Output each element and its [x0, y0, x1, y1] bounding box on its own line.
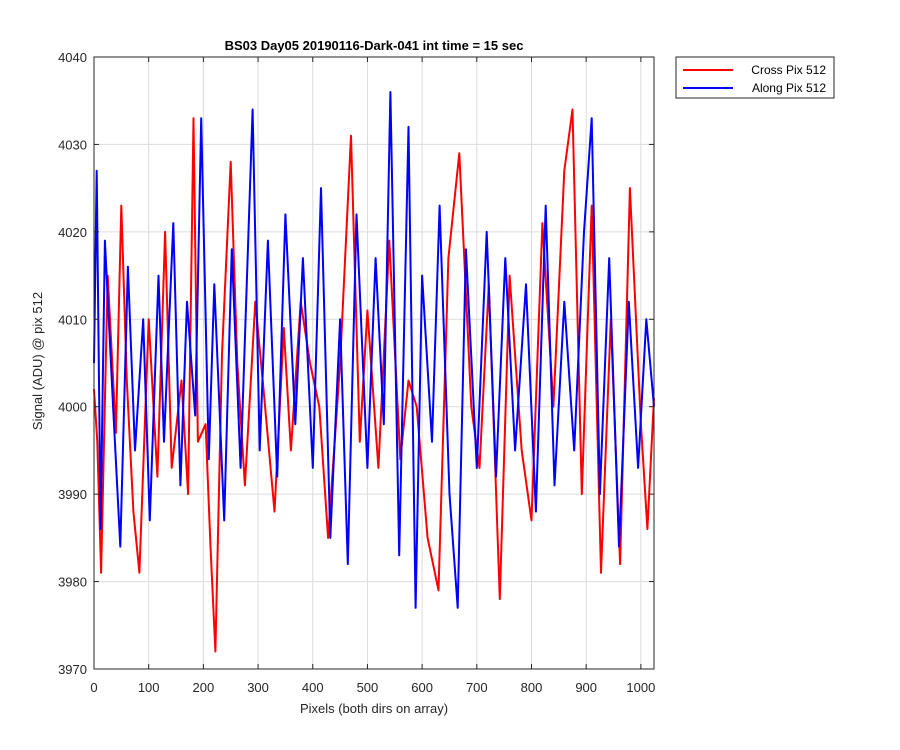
y-tick-label: 4000: [58, 400, 87, 415]
y-tick-label: 4020: [58, 225, 87, 240]
x-tick-label: 700: [466, 680, 488, 695]
x-tick-label: 900: [575, 680, 597, 695]
x-tick-label: 100: [138, 680, 160, 695]
y-tick-label: 4010: [58, 312, 87, 327]
legend: Cross Pix 512 Along Pix 512: [675, 56, 835, 99]
y-tick-label: 3970: [58, 662, 87, 677]
y-tick-label: 4030: [58, 137, 87, 152]
legend-box: [675, 56, 835, 99]
y-tick-label: 3990: [58, 487, 87, 502]
y-tick-label: 4040: [58, 50, 87, 65]
chart-title: BS03 Day05 20190116-Dark-041 int time = …: [225, 38, 524, 53]
x-tick-label: 300: [247, 680, 269, 695]
x-tick-label: 600: [411, 680, 433, 695]
x-tick-label: 400: [302, 680, 324, 695]
y-axis-label: Signal (ADU) @ pix 512: [30, 292, 45, 430]
x-tick-label: 1000: [626, 680, 655, 695]
x-tick-label: 200: [193, 680, 215, 695]
series-line-along-pix: [93, 91, 655, 609]
series-layer: [93, 91, 655, 653]
x-tick-label: 800: [521, 680, 543, 695]
y-tick-label: 3980: [58, 575, 87, 590]
x-axis-label: Pixels (both dirs on array): [300, 701, 448, 716]
legend-label-cross: Cross Pix 512: [751, 63, 826, 77]
legend-label-along: Along Pix 512: [752, 81, 826, 95]
axes-box: [93, 56, 655, 670]
x-tick-label: 500: [357, 680, 379, 695]
x-tick-label: 0: [90, 680, 97, 695]
axes: 0 100 200 300 400 500 600 700 800 900 1000 3970 3980…: [58, 50, 655, 695]
